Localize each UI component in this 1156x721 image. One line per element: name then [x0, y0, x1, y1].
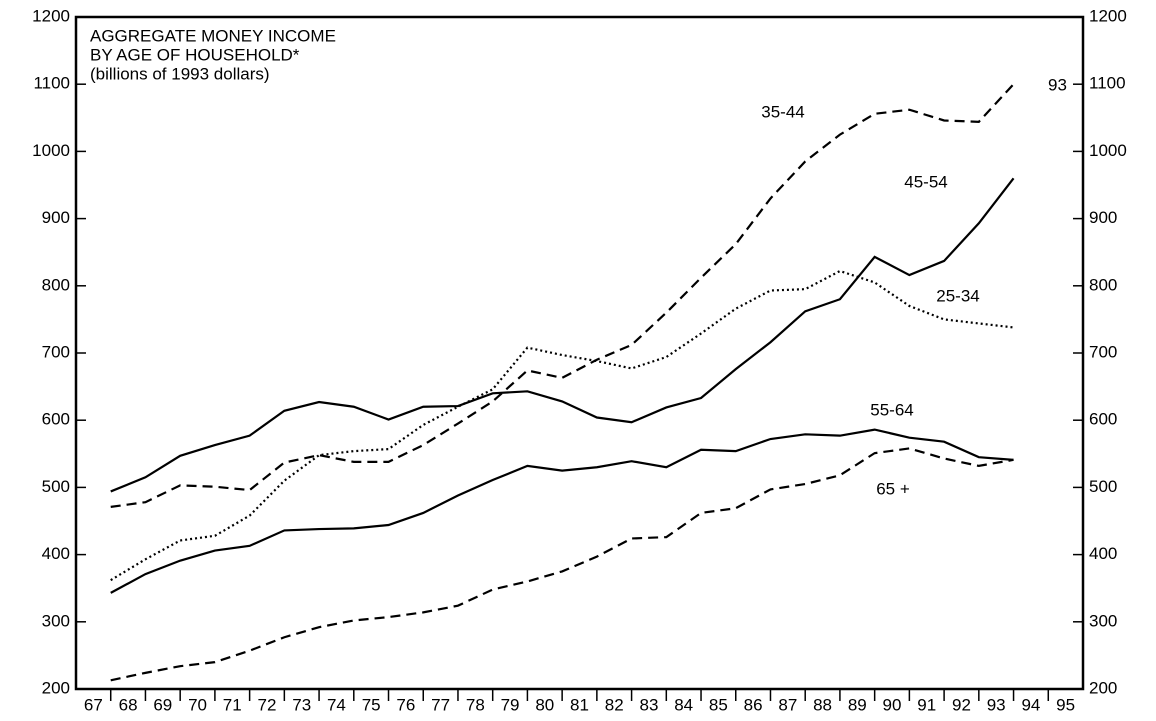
x-tick-label: 94	[1021, 695, 1040, 714]
y-tick-label: 300	[42, 611, 70, 630]
y2-tick-label: 300	[1089, 611, 1117, 630]
x-tick-label: 75	[362, 695, 381, 714]
y2-tick-label: 1100	[1089, 74, 1126, 93]
series-line	[110, 447, 1014, 682]
y-tick-label: 200	[42, 678, 70, 697]
y2-tick-label: 400	[1089, 544, 1117, 563]
y-tick-label: 500	[42, 477, 70, 496]
x-tick-label: 79	[501, 695, 520, 714]
series-label: 25-34	[936, 286, 979, 305]
y2-tick-label: 800	[1089, 275, 1117, 294]
y-tick-label: 600	[42, 410, 70, 429]
x-tick-label: 83	[639, 695, 658, 714]
x-tick-label: 74	[327, 695, 346, 714]
y2-tick-label: 200	[1089, 678, 1117, 697]
y-tick-label: 800	[42, 275, 70, 294]
x-tick-label: 87	[778, 695, 797, 714]
series-line	[110, 269, 1014, 582]
y-tick-label: 1200	[32, 6, 70, 25]
series-line	[110, 177, 1015, 493]
x-tick-label: 92	[952, 695, 971, 714]
x-tick-label: 93	[987, 695, 1006, 714]
series-label: 45-54	[904, 172, 947, 191]
x-tick-label: 71	[223, 695, 242, 714]
x-tick-label: 76	[396, 695, 415, 714]
title-line: (billions of 1993 dollars)	[90, 64, 270, 83]
x-tick-label: 86	[744, 695, 763, 714]
y2-tick-label: 500	[1089, 477, 1117, 496]
x-tick-label: 81	[570, 695, 589, 714]
x-tick-label: 72	[258, 695, 277, 714]
series-label: 55-64	[870, 400, 913, 419]
x-tick-label: 69	[153, 695, 172, 714]
x-tick-label: 80	[535, 695, 554, 714]
x-tick-label: 78	[466, 695, 485, 714]
x-tick-label: 95	[1056, 695, 1075, 714]
title-line: BY AGE OF HOUSEHOLD*	[90, 45, 300, 64]
y-tick-label: 700	[42, 342, 70, 361]
series-label: 35-44	[761, 102, 804, 121]
y2-tick-label: 700	[1089, 342, 1117, 361]
y2-tick-label: 900	[1089, 208, 1117, 227]
y-tick-label: 1100	[33, 74, 70, 93]
y2-tick-label: 1000	[1089, 141, 1127, 160]
y2-tick-label: 600	[1089, 410, 1117, 429]
title-line: AGGREGATE MONEY INCOME	[90, 26, 336, 45]
x-tick-label: 77	[431, 695, 450, 714]
y-tick-label: 400	[42, 544, 70, 563]
y-tick-label: 1000	[32, 141, 70, 160]
x-tick-label: 73	[292, 695, 311, 714]
y-tick-label: 900	[42, 208, 70, 227]
x-tick-label: 90	[883, 695, 902, 714]
x-tick-label: 70	[188, 695, 207, 714]
x-tick-label: 67	[84, 695, 103, 714]
x-tick-label: 89	[848, 695, 867, 714]
x-tick-label: 88	[813, 695, 832, 714]
series-line	[110, 83, 1015, 508]
x-tick-label: 91	[917, 695, 936, 714]
series-label: 65 +	[876, 479, 910, 498]
x-tick-label: 85	[709, 695, 728, 714]
series-line	[110, 428, 1014, 594]
x-tick-label: 84	[674, 695, 693, 714]
y2-tick-label: 1200	[1089, 6, 1127, 25]
x-tick-label: 68	[119, 695, 138, 714]
annotation: 93	[1048, 75, 1067, 94]
x-tick-label: 82	[605, 695, 624, 714]
